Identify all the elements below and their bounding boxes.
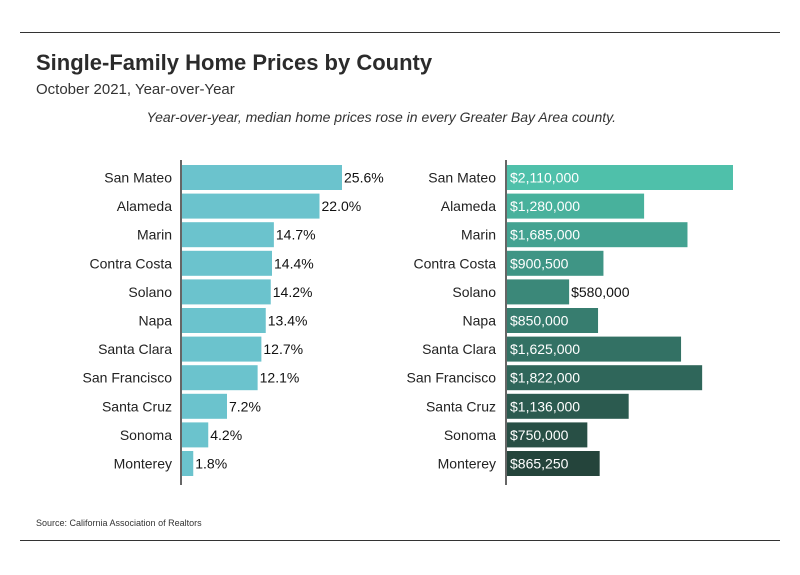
top-rule [20, 32, 780, 33]
price-value-label: $850,000 [510, 313, 569, 329]
price-category-label: Santa Clara [422, 341, 496, 357]
pct-category-label: Solano [128, 284, 172, 300]
price-bar [507, 365, 703, 391]
price-bar [507, 193, 645, 219]
price-bar [507, 222, 688, 248]
price-category-label: San Francisco [407, 370, 497, 386]
pct-bar [182, 165, 342, 190]
price-value-label: $900,500 [510, 255, 569, 271]
pct-value-label: 13.4% [268, 313, 308, 329]
source-note: Source: California Association of Realto… [36, 518, 202, 528]
price-value-label: $865,250 [510, 456, 569, 472]
pct-value-label: 7.2% [229, 398, 261, 414]
price-category-label: Monterey [438, 456, 496, 472]
chart-note: Year-over-year, median home prices rose … [146, 109, 617, 125]
pct-value-label: 22.0% [322, 198, 362, 214]
price-value-label: $1,625,000 [510, 341, 580, 357]
pct-value-label: 4.2% [210, 427, 242, 443]
pct-category-label: Napa [139, 313, 173, 329]
pct-category-label: Alameda [117, 198, 172, 214]
pct-category-label: Santa Cruz [102, 398, 172, 414]
price-bar [507, 308, 599, 333]
price-value-label: $1,280,000 [510, 198, 580, 214]
pct-value-label: 1.8% [195, 456, 227, 472]
chart-subtitle: October 2021, Year-over-Year [36, 81, 235, 98]
pct-category-label: San Francisco [83, 370, 173, 386]
price-value-label: $1,136,000 [510, 398, 580, 414]
price-value-label: $2,110,000 [510, 170, 579, 186]
pct-bar [182, 222, 274, 248]
pct-bar [182, 336, 262, 362]
pct-value-label: 14.4% [274, 255, 314, 271]
price-category-label: Napa [463, 313, 497, 329]
pct-value-label: 25.6% [344, 170, 384, 186]
bottom-rule [20, 540, 780, 541]
pct-category-label: Marin [137, 227, 172, 243]
price-value-label: $750,000 [510, 427, 569, 443]
pct-bar [182, 365, 258, 391]
chart-title: Single-Family Home Prices by County [36, 50, 433, 75]
pct-category-label: San Mateo [104, 170, 172, 186]
pct-bar [182, 250, 272, 276]
pct-bar [182, 393, 227, 419]
price-category-label: Solano [452, 284, 496, 300]
pct-bar [182, 193, 320, 219]
pct-bar [182, 451, 194, 476]
price-category-label: San Mateo [428, 170, 496, 186]
price-value-label: $580,000 [571, 284, 630, 300]
price-bar [507, 422, 588, 448]
price-bar [507, 165, 733, 190]
pct-category-label: Contra Costa [90, 255, 173, 271]
price-bar [507, 250, 604, 276]
price-category-label: Alameda [441, 198, 496, 214]
pct-category-label: Santa Clara [98, 341, 172, 357]
price-bar [507, 279, 570, 305]
pct-bar [182, 422, 209, 448]
pct-category-label: Monterey [114, 456, 172, 472]
pct-value-label: 12.1% [260, 370, 300, 386]
price-bar [507, 336, 682, 362]
pct-value-label: 14.7% [276, 227, 316, 243]
price-value-label: $1,685,000 [510, 227, 580, 243]
price-bar [507, 451, 600, 476]
price-category-label: Santa Cruz [426, 398, 496, 414]
pct-bar [182, 279, 271, 305]
pct-bar [182, 308, 266, 333]
price-category-label: Marin [461, 227, 496, 243]
pct-category-label: Sonoma [120, 427, 172, 443]
price-category-label: Contra Costa [414, 255, 497, 271]
price-value-label: $1,822,000 [510, 370, 580, 386]
price-category-label: Sonoma [444, 427, 496, 443]
price-bar [507, 393, 629, 419]
pct-value-label: 12.7% [263, 341, 303, 357]
pct-value-label: 14.2% [273, 284, 313, 300]
